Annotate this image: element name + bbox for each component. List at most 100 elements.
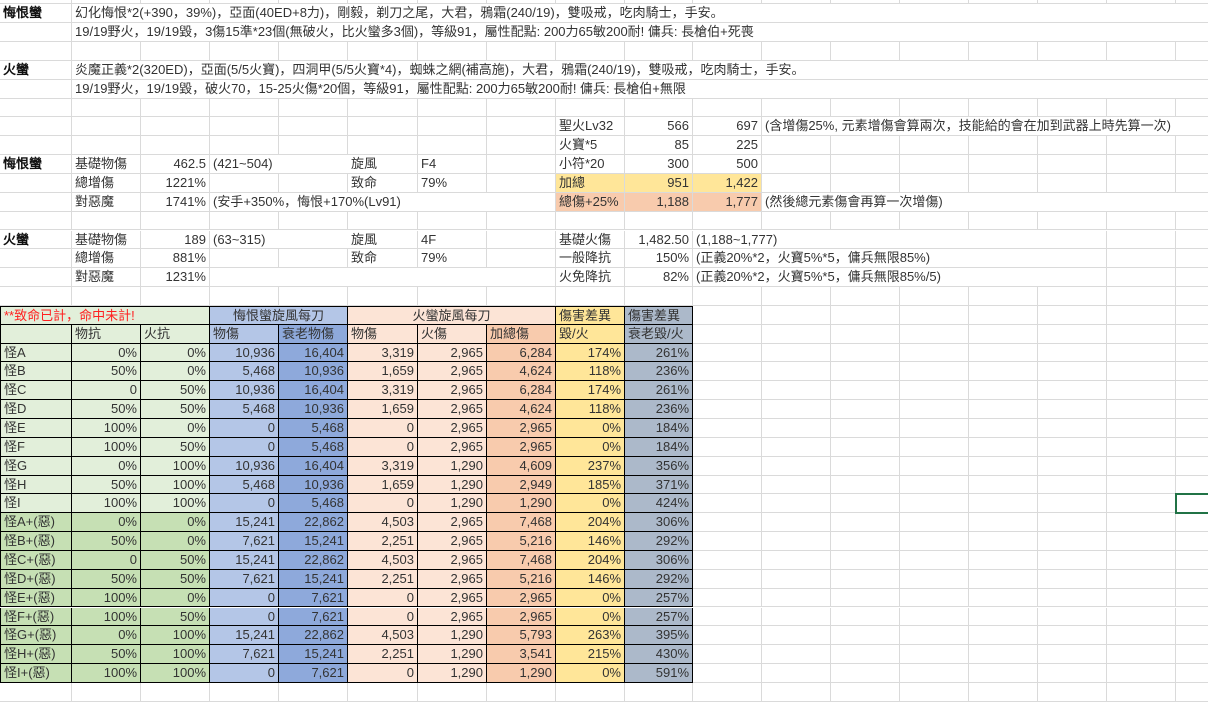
table-row-label[interactable]: 怪A+(惡) (0, 513, 72, 533)
empty-cell[interactable] (1176, 645, 1208, 665)
stats-build-name[interactable]: 火蠻 (0, 230, 72, 250)
table-cell[interactable]: 7,621 (210, 532, 279, 551)
empty-cell[interactable] (279, 0, 348, 5)
table-cell[interactable]: 10,936 (210, 343, 279, 363)
empty-cell[interactable] (900, 569, 969, 589)
empty-cell[interactable] (900, 287, 969, 306)
empty-cell[interactable] (1038, 249, 1107, 269)
empty-cell[interactable] (831, 569, 900, 589)
table-cell[interactable]: 1,290 (418, 475, 487, 495)
table-cell[interactable]: 6,284 (487, 381, 556, 401)
empty-cell[interactable] (72, 287, 141, 306)
table-cell[interactable]: 4,503 (348, 513, 418, 533)
column-header[interactable]: 衰老毀/火 (625, 324, 693, 344)
empty-cell[interactable] (210, 117, 279, 137)
empty-cell[interactable] (762, 626, 831, 646)
empty-cell[interactable] (1038, 456, 1107, 476)
empty-cell[interactable] (693, 400, 762, 419)
empty-cell[interactable] (348, 287, 418, 306)
empty-cell[interactable] (969, 494, 1038, 514)
empty-cell[interactable] (418, 211, 487, 231)
empty-cell[interactable] (900, 419, 969, 438)
empty-cell[interactable] (210, 136, 279, 156)
empty-cell[interactable] (762, 475, 831, 495)
column-header[interactable] (0, 324, 72, 344)
empty-cell[interactable] (762, 362, 831, 382)
column-header[interactable]: 物傷 (210, 324, 279, 344)
table-cell[interactable]: 184% (625, 419, 693, 438)
table-cell[interactable]: 2,965 (418, 513, 487, 533)
empty-cell[interactable] (900, 0, 969, 5)
empty-cell[interactable] (1107, 155, 1176, 174)
empty-cell[interactable] (969, 0, 1038, 5)
empty-cell[interactable] (969, 362, 1038, 382)
empty-cell[interactable] (831, 343, 900, 363)
empty-cell[interactable] (1176, 381, 1208, 401)
table-cell[interactable]: 50% (141, 381, 210, 401)
empty-cell[interactable] (1107, 98, 1176, 118)
empty-cell[interactable] (1176, 155, 1208, 174)
empty-cell[interactable] (900, 211, 969, 231)
empty-cell[interactable] (831, 0, 900, 5)
empty-cell[interactable] (141, 42, 210, 61)
table-cell[interactable]: 15,241 (210, 513, 279, 533)
table-cell[interactable]: 10,936 (279, 475, 348, 495)
table-row-label[interactable]: 怪C (0, 381, 72, 401)
table-cell[interactable]: 204% (556, 550, 625, 570)
empty-cell[interactable] (969, 419, 1038, 438)
empty-cell[interactable] (210, 173, 279, 193)
empty-cell[interactable] (1176, 42, 1208, 61)
empty-cell[interactable] (762, 343, 831, 363)
empty-cell[interactable] (693, 381, 762, 401)
table-cell[interactable]: 0 (348, 437, 418, 457)
empty-cell[interactable] (1107, 268, 1176, 288)
empty-cell[interactable] (72, 42, 141, 61)
empty-cell[interactable] (1107, 645, 1176, 665)
empty-cell[interactable] (0, 79, 72, 99)
empty-cell[interactable] (556, 211, 625, 231)
empty-cell[interactable] (831, 155, 900, 174)
empty-cell[interactable] (693, 550, 762, 570)
table-cell[interactable]: 50% (72, 362, 141, 382)
empty-cell[interactable] (625, 211, 693, 231)
table-cell[interactable]: 10,936 (279, 400, 348, 419)
table-cell[interactable]: 10,936 (210, 381, 279, 401)
fire-stat-value[interactable]: 150% (625, 249, 693, 269)
table-cell[interactable]: 100% (72, 664, 141, 683)
table-cell[interactable]: 0 (348, 607, 418, 627)
table-cell[interactable]: 50% (72, 400, 141, 419)
empty-cell[interactable] (762, 664, 831, 683)
empty-cell[interactable] (900, 381, 969, 401)
table-cell[interactable]: 2,965 (487, 419, 556, 438)
table-cell[interactable]: 292% (625, 532, 693, 551)
empty-cell[interactable] (487, 249, 556, 269)
fire-calc-min[interactable]: 566 (625, 117, 693, 137)
empty-cell[interactable] (969, 155, 1038, 174)
empty-cell[interactable] (72, 117, 141, 137)
column-header[interactable]: 火傷 (418, 324, 487, 344)
empty-cell[interactable] (210, 249, 279, 269)
empty-cell[interactable] (1176, 0, 1208, 5)
empty-cell[interactable] (969, 588, 1038, 608)
table-cell[interactable]: 237% (556, 456, 625, 476)
empty-cell[interactable] (348, 98, 418, 118)
empty-cell[interactable] (1176, 589, 1208, 608)
empty-cell[interactable] (969, 682, 1038, 702)
group-header-huoman[interactable]: 火蠻旋風每刀 (348, 305, 556, 325)
empty-cell[interactable] (279, 249, 348, 269)
empty-cell[interactable] (1107, 494, 1176, 514)
empty-cell[interactable] (900, 42, 969, 61)
fire-stat-note[interactable]: (正義20%*2，火寶5%*5，傭兵無限85%) (693, 249, 1038, 269)
empty-cell[interactable] (969, 532, 1038, 551)
table-cell[interactable]: 50% (141, 400, 210, 419)
empty-cell[interactable] (1176, 400, 1208, 419)
empty-cell[interactable] (900, 400, 969, 419)
table-row-label[interactable]: 怪A (0, 343, 72, 363)
empty-cell[interactable] (762, 682, 831, 702)
empty-cell[interactable] (693, 0, 762, 5)
table-cell[interactable]: 2,965 (487, 607, 556, 627)
empty-cell[interactable] (1038, 494, 1107, 514)
table-cell[interactable]: 22,862 (279, 626, 348, 646)
empty-cell[interactable] (693, 664, 762, 683)
empty-cell[interactable] (762, 588, 831, 608)
